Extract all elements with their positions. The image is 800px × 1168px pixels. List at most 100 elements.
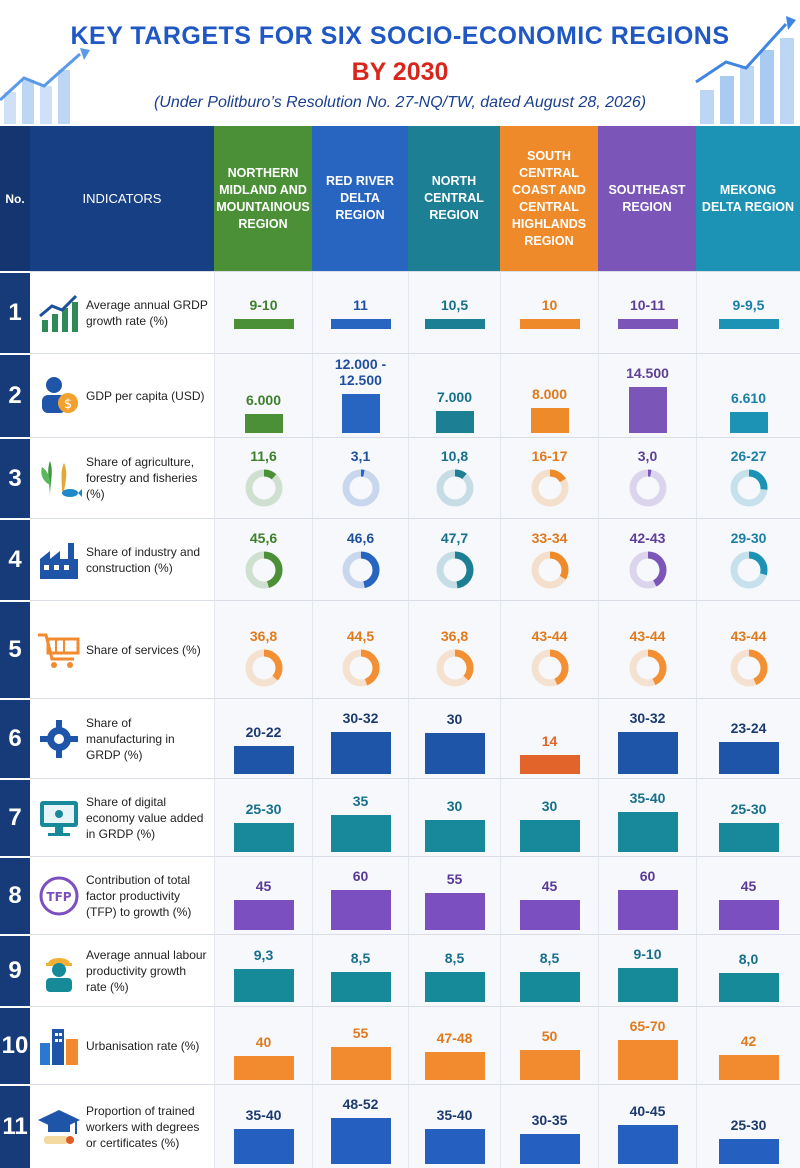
value-label: 45: [541, 878, 558, 894]
value-cell: 33-34: [500, 518, 598, 600]
donut-segment: [531, 649, 568, 687]
value-cell: 45: [696, 856, 800, 934]
row-number: 4: [0, 518, 30, 600]
value-label: 60: [352, 868, 369, 884]
value-bar: [519, 1050, 580, 1080]
share-donut: [342, 551, 379, 589]
row-number: 2: [0, 353, 30, 437]
worker-icon: [36, 948, 82, 994]
value-bar: [424, 318, 485, 329]
value-cell: 16-17: [500, 437, 598, 518]
indicator-label: Share of industry and construction (%): [86, 544, 201, 575]
donut-track: [342, 469, 379, 507]
value-cell: 35-40: [214, 1084, 312, 1168]
value-cell: 3,0: [598, 437, 696, 518]
indicator-cell: $ GDP per capita (USD): [30, 353, 214, 437]
value-cell: 26-27: [696, 437, 800, 518]
value-cell: 8,5: [312, 934, 408, 1006]
tfp-icon: TFP: [36, 873, 82, 919]
value-cell: 30-32: [598, 698, 696, 778]
value-label: 30: [446, 711, 463, 727]
value-bar: [519, 900, 580, 930]
value-label: 11,6: [250, 448, 277, 464]
donut-segment: [342, 469, 379, 507]
region-header-1: NORTHERN MIDLAND AND MOUNTAINOUS REGION: [214, 126, 312, 271]
city-buildings-icon: [36, 1023, 82, 1069]
value-cell: 30: [500, 778, 598, 856]
indicator-cell: TFP Contribution of total factor producti…: [30, 856, 214, 934]
value-bar: [718, 1139, 779, 1164]
donut-segment: [342, 551, 379, 589]
value-label: 26-27: [730, 448, 767, 464]
value-bar: [330, 972, 391, 1002]
value-label: 48-52: [342, 1096, 379, 1112]
donut-track: [436, 469, 473, 507]
share-donut: [436, 649, 473, 687]
value-label: 3,1: [350, 448, 371, 464]
indicator-cell: Share of digital economy value added in …: [30, 778, 214, 856]
value-label: 14: [541, 733, 558, 749]
value-bar: [424, 820, 485, 852]
value-bar: [233, 823, 294, 852]
donut-segment: [730, 649, 767, 687]
value-cell: 40-45: [598, 1084, 696, 1168]
value-label: 40-45: [629, 1103, 666, 1119]
value-bar: [519, 755, 580, 774]
value-cell: 40: [214, 1006, 312, 1084]
value-label: 35-40: [629, 790, 666, 806]
value-cell: 7.000: [408, 353, 500, 437]
value-label: 47,7: [440, 530, 469, 546]
region-header-5: SOUTHEAST REGION: [598, 126, 696, 271]
value-label: 43-44: [730, 628, 767, 644]
value-cell: 8,0: [696, 934, 800, 1006]
value-cell: 8,5: [500, 934, 598, 1006]
indicator-label: Proportion of trained workers with degre…: [86, 1103, 200, 1150]
value-label: 10-11: [629, 296, 666, 313]
value-label: 9-10: [633, 946, 662, 962]
row-number: 1: [0, 271, 30, 353]
value-label: 47-48: [436, 1030, 473, 1046]
value-label: 33-34: [531, 530, 568, 546]
value-label: 6.610: [730, 390, 767, 406]
value-cell: 9,3: [214, 934, 312, 1006]
value-cell: 10,8: [408, 437, 500, 518]
value-bar: [519, 318, 580, 329]
donut-track: [629, 469, 666, 507]
value-label: 42: [740, 1033, 757, 1049]
value-bar: [519, 1134, 580, 1164]
value-label: 35-40: [245, 1107, 282, 1123]
share-donut: [730, 469, 767, 507]
value-bar: [330, 890, 391, 930]
row-number: 11: [0, 1084, 30, 1168]
indicator-cell: Share of agriculture, forestry and fishe…: [30, 437, 214, 518]
value-cell: 36,8: [214, 600, 312, 698]
growth-chart-icon: [36, 290, 82, 336]
indicator-cell: Share of industry and construction (%): [30, 518, 214, 600]
value-bar: [617, 890, 678, 930]
value-bar: [330, 1047, 391, 1080]
value-cell: 25-30: [214, 778, 312, 856]
donut-segment: [629, 551, 666, 589]
value-label: 8,0: [738, 951, 759, 967]
share-donut: [629, 469, 666, 507]
value-bar: [718, 318, 779, 329]
share-donut: [436, 551, 473, 589]
indicator-cell: Average annual GRDP growth rate (%): [30, 271, 214, 353]
donut-segment: [730, 551, 767, 589]
value-bar: [330, 1118, 391, 1164]
value-label: 29-30: [730, 530, 767, 546]
value-bar: [519, 820, 580, 852]
value-bar: [628, 387, 667, 433]
indicator-label: Share of digital economy value added in …: [86, 794, 204, 841]
value-label: 8,5: [350, 950, 371, 966]
value-label: 30: [446, 798, 463, 814]
page-subtitle: BY 2030: [351, 58, 449, 86]
indicator-label: Share of agriculture, forestry and fishe…: [86, 455, 198, 501]
value-bar: [617, 812, 678, 852]
value-bar: [330, 815, 391, 852]
share-donut: [531, 469, 568, 507]
value-bar: [617, 1125, 678, 1164]
value-label: 45: [255, 878, 272, 894]
share-donut: [730, 649, 767, 687]
value-bar: [617, 1040, 678, 1080]
